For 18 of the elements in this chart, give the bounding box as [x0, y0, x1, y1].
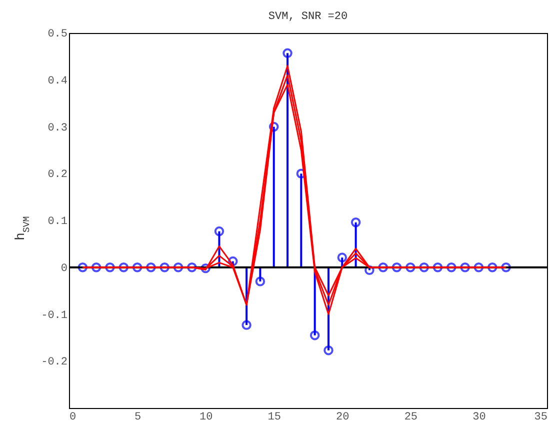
- x-tick-label: 10: [199, 412, 213, 424]
- x-tick-label: 5: [134, 412, 142, 424]
- x-tick-label: 30: [472, 412, 486, 424]
- x-tick-label: 20: [336, 412, 350, 424]
- y-tick-label: 0.4: [48, 75, 68, 88]
- y-tick-label: -0.2: [41, 356, 68, 369]
- x-tick-label: 15: [268, 412, 281, 424]
- y-tick-label: 0.1: [48, 216, 68, 228]
- y-tick-label: 0.5: [48, 28, 68, 40]
- chart-title: SVM, SNR =20: [268, 11, 348, 23]
- y-axis-title: hSVM: [13, 216, 32, 240]
- x-tick-label: 25: [404, 412, 418, 424]
- y-tick-label: 0.2: [48, 169, 68, 182]
- x-tick-label: 0: [70, 412, 76, 424]
- y-tick-label: -0.1: [41, 310, 68, 322]
- y-tick-label: 0.3: [48, 122, 68, 134]
- y-tick-label: 0: [60, 262, 68, 275]
- x-tick-label: 35: [534, 412, 548, 424]
